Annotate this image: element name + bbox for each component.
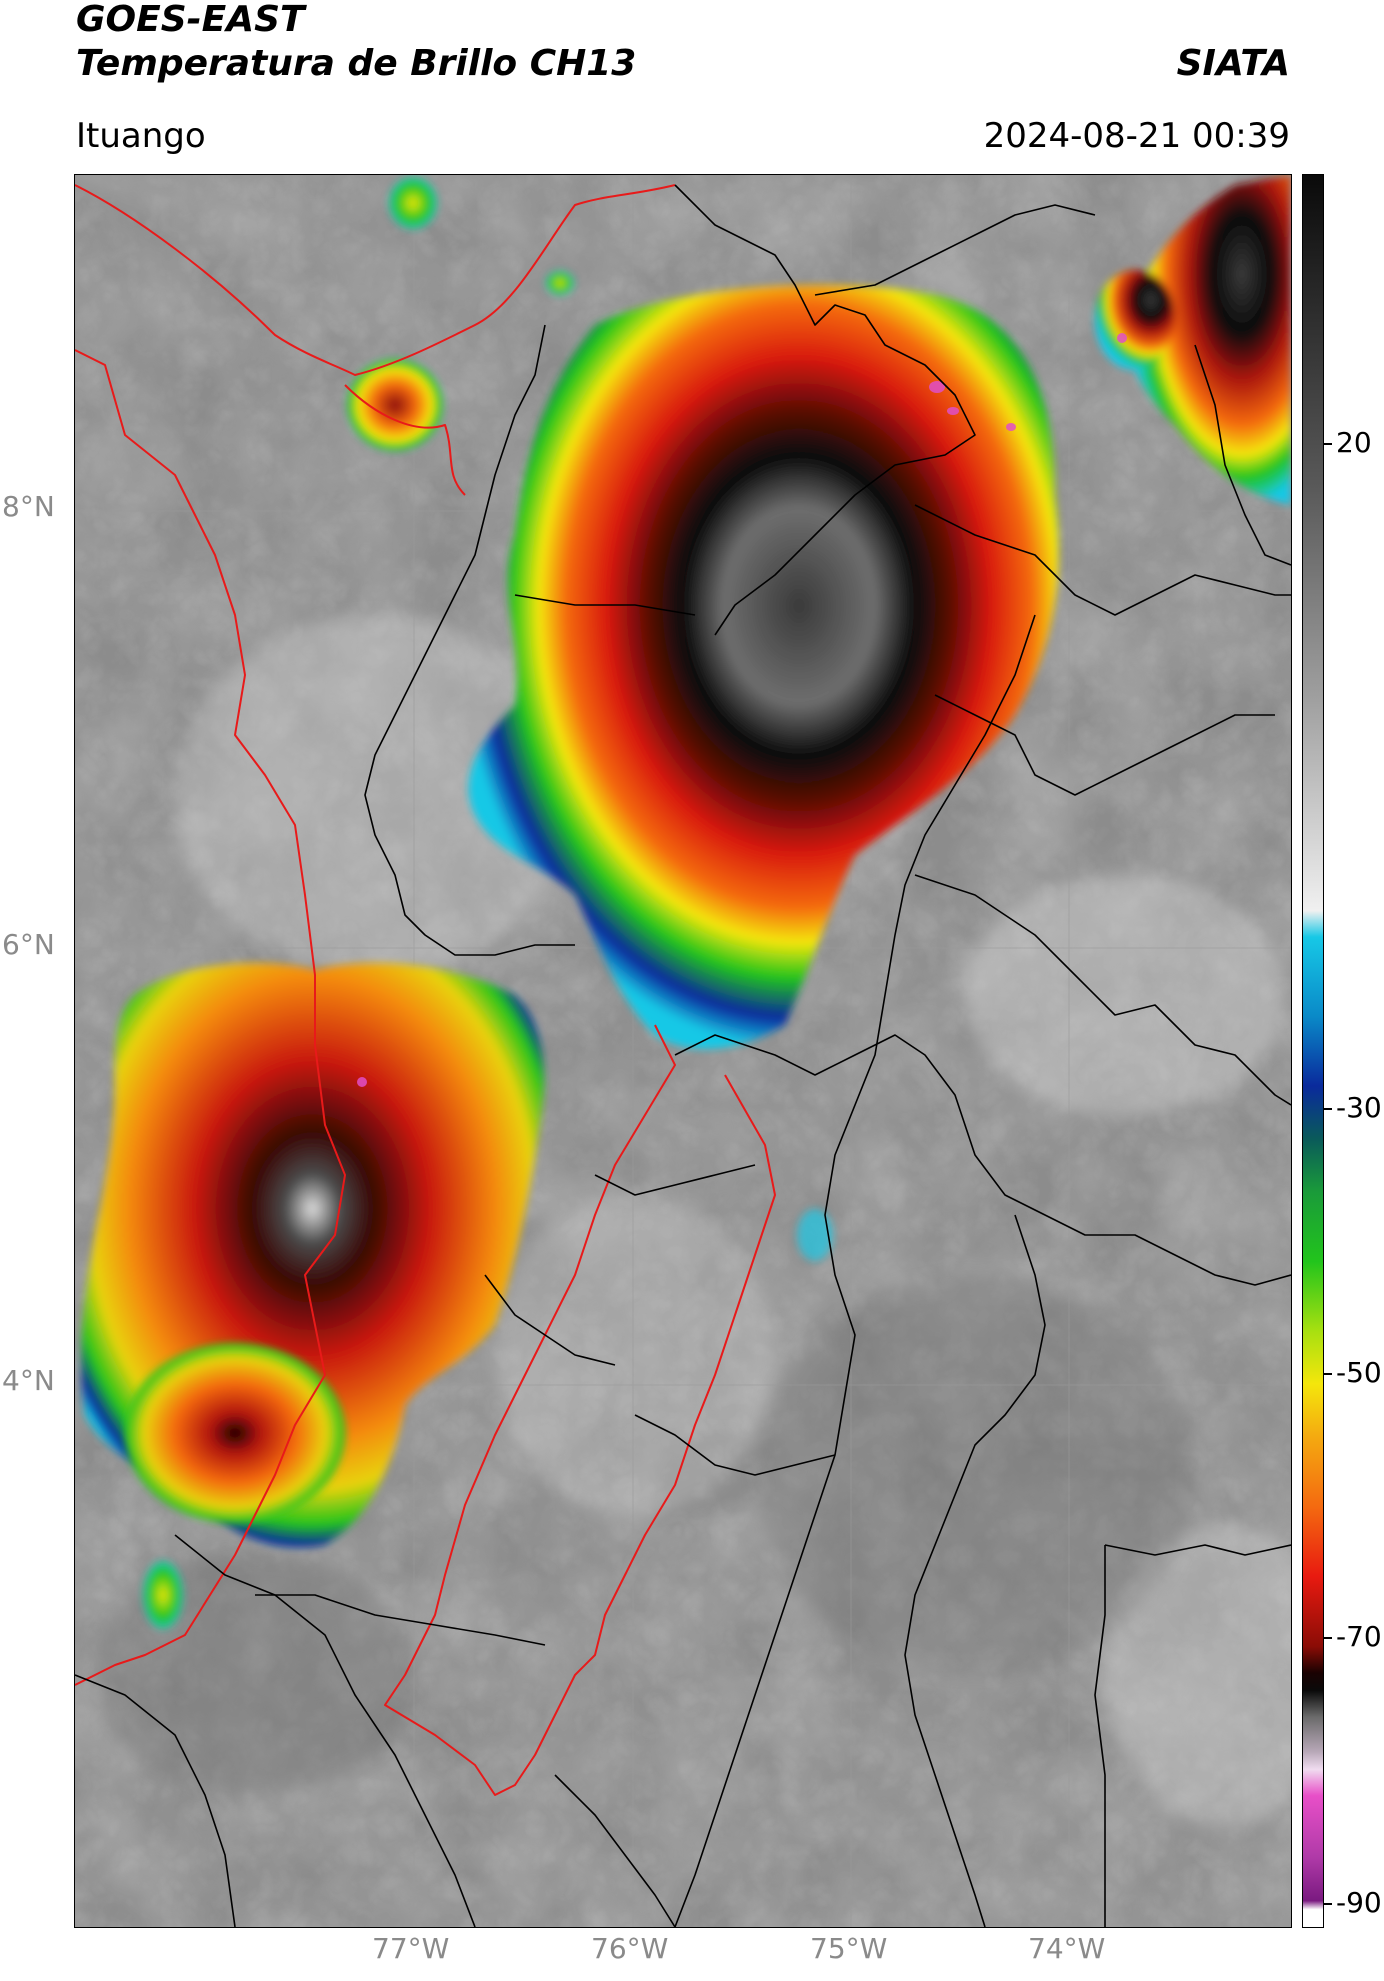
lon-label-76w: 76°W (591, 1932, 669, 1965)
location-label: Ituango (76, 116, 206, 156)
colorbar-label-minus30: -30 (1336, 1091, 1382, 1124)
storm-northeast (1095, 175, 1291, 505)
temperature-colorbar (1302, 174, 1324, 1928)
lat-label-4n: 4°N (2, 1364, 55, 1397)
colorbar-label-minus50: -50 (1336, 1356, 1382, 1389)
lon-label-77w: 77°W (372, 1932, 450, 1965)
title-line-2: Temperatura de Brillo CH13 (76, 43, 637, 84)
colorbar-tick (1324, 1108, 1332, 1110)
satellite-map (74, 174, 1292, 1928)
colorbar-tick (1324, 1903, 1332, 1905)
colorbar-label-minus90: -90 (1336, 1886, 1382, 1919)
lat-label-8n: 8°N (2, 490, 55, 523)
storm-southwest (125, 1343, 345, 1523)
lon-label-75w: 75°W (810, 1932, 888, 1965)
title-line-1: GOES-EAST (76, 0, 305, 40)
colorbar-label-minus70: -70 (1336, 1620, 1382, 1653)
colorbar-label-20: 20 (1336, 426, 1372, 459)
storm-north (468, 285, 1059, 1049)
timestamp-label: 2024-08-21 00:39 (983, 116, 1290, 156)
colorbar-tick (1324, 1373, 1332, 1375)
lat-label-6n: 6°N (2, 928, 55, 961)
organization-label: SIATA (1176, 43, 1290, 84)
lon-label-74w: 74°W (1028, 1932, 1106, 1965)
colorbar-tick (1324, 1637, 1332, 1639)
colorbar-tick (1324, 443, 1332, 445)
